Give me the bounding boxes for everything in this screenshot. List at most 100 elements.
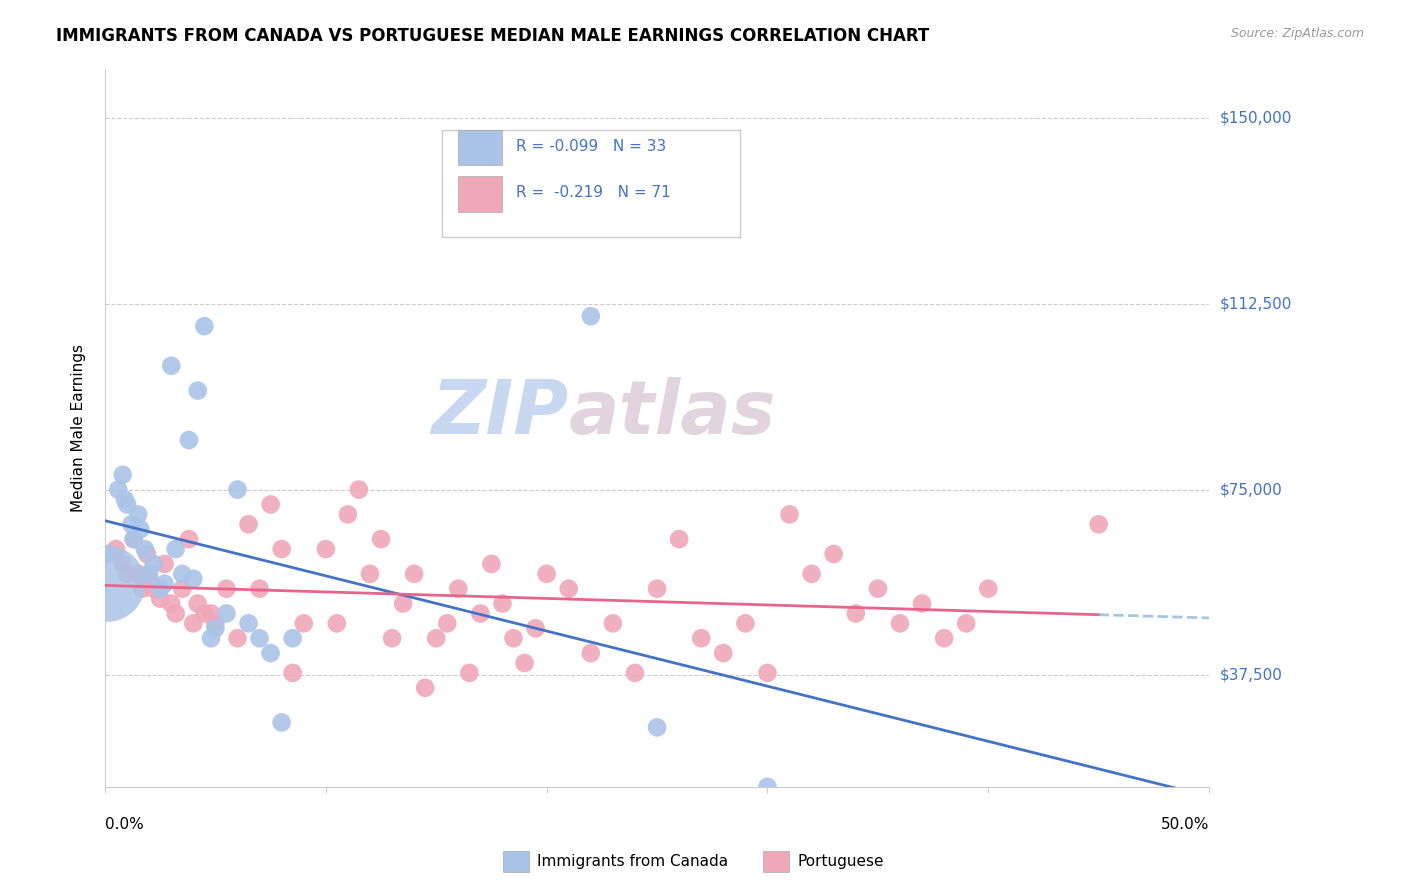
Point [226,483,249,497]
Point [249,631,271,645]
Point [165,542,187,557]
Point [447,582,470,596]
Point [181,572,204,586]
Point [105,542,128,557]
Point [645,720,668,734]
FancyBboxPatch shape [441,129,740,237]
Point [142,582,165,596]
Text: $37,500: $37,500 [1220,668,1284,683]
Point [193,319,215,334]
Point [149,582,172,596]
Point [200,607,222,621]
Point [491,597,513,611]
Point [977,582,1000,596]
Point [458,665,481,680]
Point [1087,517,1109,532]
Point [800,566,823,581]
Point [645,582,668,596]
Point [215,582,238,596]
Point [481,557,503,571]
Text: R =  -0.219   N = 71: R = -0.219 N = 71 [516,186,671,201]
Point [711,646,734,660]
Point [470,607,492,621]
Point [668,532,690,546]
Point [932,631,955,645]
Text: R = -0.099   N = 33: R = -0.099 N = 33 [516,138,666,153]
Point [889,616,911,631]
Point [138,572,160,586]
Point [270,542,292,557]
Point [281,665,304,680]
Text: 0.0%: 0.0% [105,817,143,832]
Point [142,557,165,571]
Point [187,384,209,398]
Point [579,646,602,660]
Text: IMMIGRANTS FROM CANADA VS PORTUGUESE MEDIAN MALE EARNINGS CORRELATION CHART: IMMIGRANTS FROM CANADA VS PORTUGUESE MED… [56,27,929,45]
Point [624,665,647,680]
Text: $112,500: $112,500 [1220,296,1292,311]
Point [226,631,249,645]
Point [779,508,801,522]
Point [845,607,868,621]
Point [326,616,349,631]
Point [187,597,209,611]
Point [259,646,281,660]
Point [111,557,134,571]
Point [193,607,215,621]
Point [96,576,118,591]
Text: Portuguese: Portuguese [797,855,884,869]
Point [756,665,779,680]
Point [96,547,118,561]
Point [381,631,404,645]
Point [734,616,756,631]
Point [204,616,226,631]
Point [215,607,238,621]
Point [249,582,271,596]
Point [336,508,359,522]
Text: ZIP: ZIP [432,376,568,450]
Point [115,498,138,512]
Point [111,467,134,482]
Text: $75,000: $75,000 [1220,482,1282,497]
Point [172,582,194,596]
Point [436,616,458,631]
Point [502,631,524,645]
Point [127,508,149,522]
Point [690,631,713,645]
Point [172,566,194,581]
FancyBboxPatch shape [458,177,502,212]
Point [181,616,204,631]
Point [315,542,337,557]
Point [602,616,624,631]
Point [204,621,226,635]
Point [392,597,415,611]
Point [200,631,222,645]
Point [160,359,183,373]
Point [359,566,381,581]
Point [866,582,889,596]
Point [165,607,187,621]
Point [177,532,200,546]
Text: atlas: atlas [568,376,776,450]
Point [238,616,260,631]
Point [114,492,136,507]
Point [153,557,176,571]
Point [136,547,159,561]
Point [524,621,547,635]
Point [823,547,845,561]
Point [557,582,579,596]
Point [107,483,129,497]
Point [579,310,602,324]
Point [413,681,436,695]
Text: Immigrants from Canada: Immigrants from Canada [537,855,728,869]
Point [281,631,304,645]
Point [536,566,558,581]
Point [121,517,143,532]
Point [238,517,260,532]
Point [122,532,145,546]
Point [129,522,152,536]
Text: $150,000: $150,000 [1220,111,1292,126]
Point [160,597,183,611]
Point [149,591,172,606]
FancyBboxPatch shape [458,129,502,166]
